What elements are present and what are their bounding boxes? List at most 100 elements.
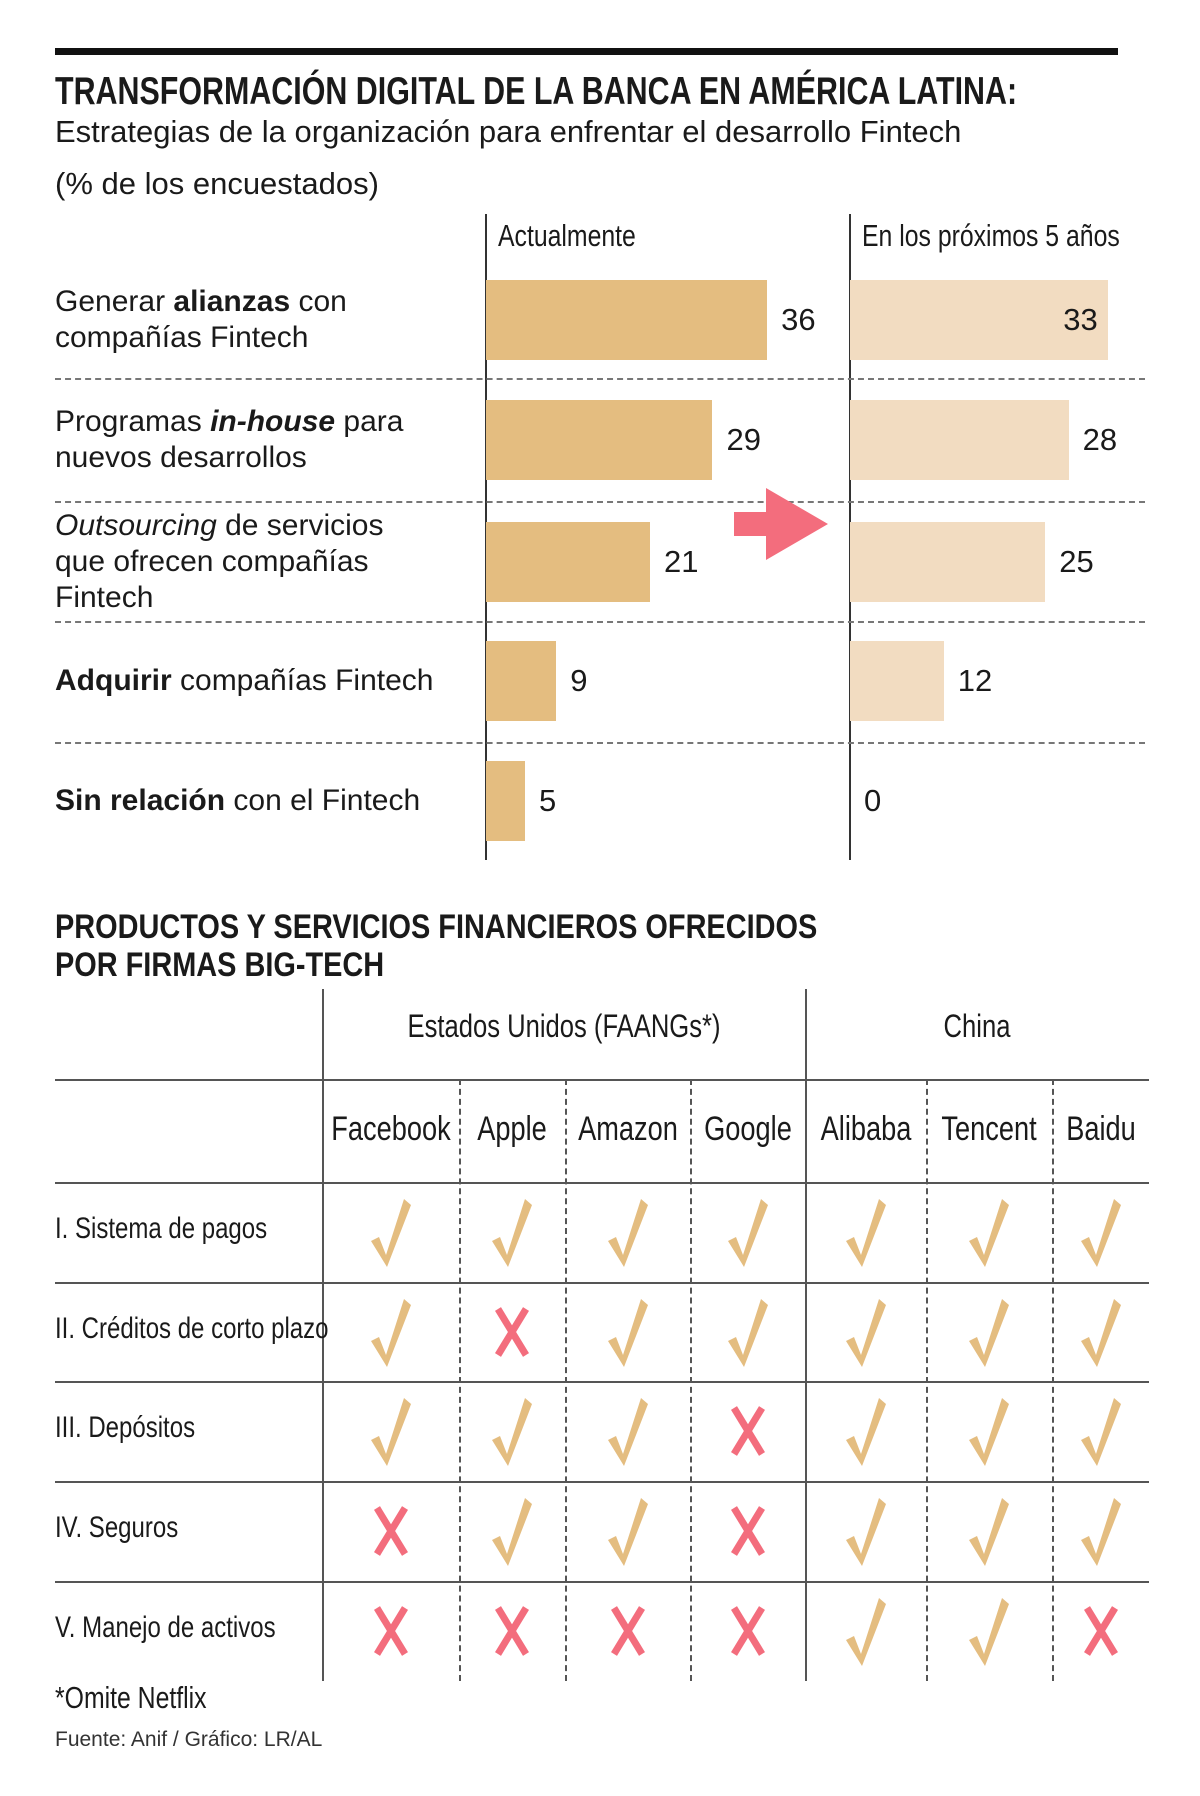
table-col-divider bbox=[690, 1079, 692, 1681]
table-rule bbox=[55, 1381, 1149, 1383]
bar-current bbox=[486, 280, 768, 360]
check-icon bbox=[727, 1298, 768, 1367]
series-header-future-text: En los próximos 5 años bbox=[862, 218, 1120, 253]
check-shape bbox=[370, 1298, 411, 1367]
row-label: Sin relación con el Fintech bbox=[55, 783, 420, 819]
check-icon bbox=[969, 1498, 1009, 1566]
row-label-line: Programas in-house para bbox=[55, 404, 403, 440]
group-header-text: China bbox=[943, 1008, 1011, 1044]
row-label-text: I. Sistema de pagos bbox=[55, 1212, 268, 1245]
check-icon bbox=[969, 1598, 1009, 1666]
cross-stroke bbox=[730, 1506, 765, 1556]
value-label: 21 bbox=[664, 544, 699, 579]
source-note: Fuente: Anif / Gráfico: LR/AL bbox=[55, 1728, 323, 1751]
table-col-divider bbox=[926, 1079, 928, 1681]
company-header: Facebook bbox=[331, 1110, 540, 1149]
row-label-line: nuevos desarrollos bbox=[55, 440, 403, 476]
check-shape bbox=[969, 1298, 1009, 1367]
row-label-line: que ofrecen compañías bbox=[55, 544, 383, 580]
company-header: Baidu bbox=[1066, 1110, 1188, 1149]
company-header-text: Amazon bbox=[577, 1110, 678, 1148]
unit-label: (% de los encuestados) bbox=[55, 166, 379, 201]
row-label-line: compañías Fintech bbox=[55, 320, 347, 356]
bar-future bbox=[850, 280, 1108, 360]
row-label: III. Depósitos bbox=[55, 1411, 230, 1445]
check-shape bbox=[1080, 1199, 1121, 1267]
check-shape bbox=[845, 1298, 886, 1367]
table-col-divider bbox=[459, 1079, 461, 1681]
company-header-text: Baidu bbox=[1065, 1110, 1136, 1148]
check-shape bbox=[492, 1498, 532, 1566]
row-label-line: Fintech bbox=[55, 580, 383, 616]
check-shape bbox=[845, 1598, 886, 1666]
table-title-line-2-text: POR FIRMAS BIG-TECH bbox=[55, 946, 385, 984]
table-rule bbox=[55, 1282, 1149, 1284]
table-title-line-1: PRODUCTOS Y SERVICIOS FINANCIEROS OFRECI… bbox=[55, 908, 952, 946]
check-shape bbox=[370, 1398, 411, 1466]
row-label-segment: que ofrecen compañías bbox=[55, 545, 369, 578]
row-divider bbox=[55, 742, 1145, 744]
check-icon bbox=[1080, 1398, 1121, 1466]
cross-stroke bbox=[495, 1306, 529, 1357]
arrow-right-icon bbox=[734, 488, 828, 560]
check-icon bbox=[845, 1598, 886, 1666]
check-shape bbox=[727, 1199, 768, 1267]
check-icon bbox=[845, 1498, 886, 1566]
cross-icon bbox=[495, 1606, 529, 1656]
cross-stroke bbox=[373, 1606, 408, 1656]
check-shape bbox=[969, 1598, 1009, 1666]
row-label-line: Outsourcing de servicios bbox=[55, 508, 383, 544]
check-shape bbox=[845, 1199, 886, 1267]
cross-icon bbox=[1083, 1606, 1118, 1656]
company-header-text: Alibaba bbox=[820, 1110, 911, 1148]
series-header-current-text: Actualmente bbox=[498, 218, 636, 253]
row-label: Adquirir compañías Fintech bbox=[55, 663, 433, 699]
row-label: I. Sistema de pagos bbox=[55, 1212, 320, 1246]
bar-current bbox=[486, 761, 526, 841]
check-icon bbox=[1080, 1498, 1121, 1566]
value-label: 0 bbox=[864, 783, 882, 818]
check-icon bbox=[370, 1398, 411, 1466]
company-header-text: Google bbox=[703, 1110, 792, 1148]
chart-subtitle: Estrategias de la organización para enfr… bbox=[55, 114, 962, 149]
check-shape bbox=[607, 1199, 648, 1267]
cross-stroke bbox=[610, 1606, 645, 1656]
check-icon bbox=[845, 1398, 886, 1466]
row-label: IV. Seguros bbox=[55, 1511, 209, 1545]
company-header: Google bbox=[704, 1110, 858, 1149]
row-label: Outsourcing de servicios que ofrecen comp… bbox=[55, 508, 383, 616]
table-col-divider bbox=[565, 1079, 567, 1681]
row-label-segment: Fintech bbox=[55, 581, 154, 614]
row-label-segment: Adquirir bbox=[55, 664, 172, 697]
series-header-current: Actualmente bbox=[498, 218, 670, 254]
row-label-segment: nuevos desarrollos bbox=[55, 441, 307, 474]
check-icon bbox=[492, 1398, 532, 1466]
row-divider bbox=[55, 501, 1145, 503]
row-label-line: Generar alianzas con bbox=[55, 284, 347, 320]
bar-future bbox=[850, 522, 1046, 602]
table-rule bbox=[55, 1182, 1149, 1184]
check-icon bbox=[845, 1199, 886, 1267]
bar-current bbox=[486, 400, 713, 480]
footnote-text: *Omite Netflix bbox=[55, 1680, 207, 1715]
value-label: 29 bbox=[726, 422, 761, 457]
axis-future bbox=[849, 214, 851, 860]
cross-stroke bbox=[730, 1606, 765, 1656]
row-label: Generar alianzas con compañías Fintech bbox=[55, 284, 347, 356]
table-rule bbox=[55, 1581, 1149, 1583]
row-label-segment: de servicios bbox=[216, 509, 384, 542]
check-icon bbox=[607, 1199, 648, 1267]
check-icon bbox=[1080, 1298, 1121, 1367]
cross-stroke bbox=[730, 1406, 765, 1456]
value-label: 36 bbox=[781, 302, 816, 337]
value-label: 5 bbox=[539, 783, 557, 818]
row-label-segment: con bbox=[290, 285, 347, 318]
row-label-text: III. Depósitos bbox=[55, 1411, 196, 1444]
table-col-rule bbox=[322, 989, 324, 1681]
cross-stroke bbox=[373, 1506, 408, 1556]
row-divider bbox=[55, 378, 1145, 380]
table-title: PRODUCTOS Y SERVICIOS FINANCIEROS OFRECI… bbox=[55, 908, 952, 984]
cross-stroke bbox=[495, 1606, 529, 1656]
group-header: China bbox=[944, 1008, 1061, 1045]
company-header-text: Tencent bbox=[941, 1110, 1037, 1148]
